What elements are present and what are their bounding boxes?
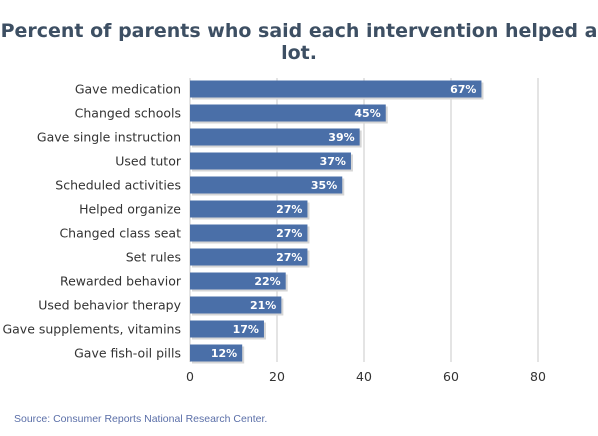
- bar: [190, 176, 343, 194]
- category-label: Helped organize: [79, 202, 181, 217]
- x-tick-label: 80: [530, 369, 546, 384]
- category-label: Used behavior therapy: [38, 298, 181, 313]
- x-tick-label: 40: [356, 369, 372, 384]
- category-label: Rewarded behavior: [60, 274, 182, 289]
- bar-value-label: 27%: [276, 203, 302, 216]
- category-labels: Gave medication Changed schools Gave singl…: [2, 82, 181, 361]
- bar-value-label: 22%: [254, 275, 280, 288]
- category-label: Gave single instruction: [37, 130, 181, 145]
- bar-value-label: 35%: [311, 179, 337, 192]
- bar: [190, 200, 308, 218]
- category-label: Gave supplements, vitamins: [2, 322, 181, 337]
- category-label: Gave fish-oil pills: [74, 346, 181, 361]
- x-axis-ticks: 0 20 40 60 80: [186, 369, 546, 384]
- bar-value-label: 39%: [328, 131, 354, 144]
- chart-title: Percent of parents who said each interve…: [0, 20, 598, 64]
- bar: [190, 296, 282, 314]
- bar: [190, 104, 386, 122]
- bar: [190, 80, 482, 98]
- category-label: Gave medication: [75, 82, 181, 97]
- bar-value-label: 17%: [233, 323, 259, 336]
- x-tick-label: 20: [269, 369, 285, 384]
- bar-value-label: 27%: [276, 227, 302, 240]
- bar-value-label: 12%: [211, 347, 237, 360]
- bar-value-label: 45%: [354, 107, 380, 120]
- category-label: Scheduled activities: [55, 178, 181, 193]
- bar: [190, 344, 243, 362]
- category-label: Set rules: [126, 250, 181, 265]
- bar: [190, 320, 264, 338]
- category-label: Changed class seat: [59, 226, 181, 241]
- bars: 67% 45%39% 37% 35% 27% 27% 27% 22% 21% 17% 12%: [190, 80, 484, 364]
- bar: [190, 152, 351, 170]
- category-label: Changed schools: [75, 106, 181, 121]
- category-label: Used tutor: [115, 154, 182, 169]
- bar: [190, 248, 308, 266]
- bar-value-label: 21%: [250, 299, 276, 312]
- x-tick-label: 0: [186, 369, 194, 384]
- bar-value-label: 67%: [450, 83, 476, 96]
- bar: [190, 272, 286, 290]
- bar-value-label: 37%: [320, 155, 346, 168]
- source-note: Source: Consumer Reports National Resear…: [14, 413, 268, 425]
- bar: [190, 224, 308, 242]
- bar-value-label: 27%: [276, 251, 302, 264]
- x-tick-label: 60: [443, 369, 459, 384]
- bar: [190, 128, 360, 146]
